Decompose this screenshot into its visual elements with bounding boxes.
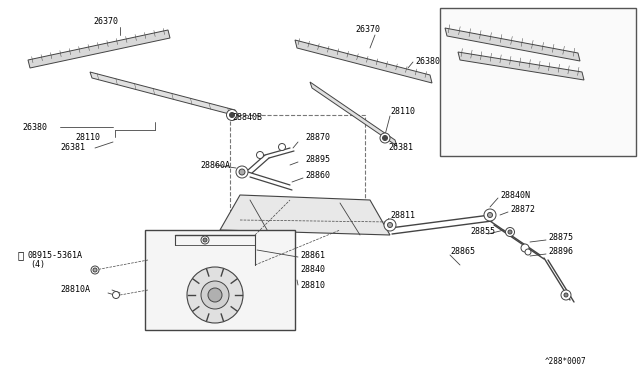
Text: Ⓜ: Ⓜ xyxy=(18,250,24,260)
Text: 28810A: 28810A xyxy=(60,285,90,295)
Text: 28840N: 28840N xyxy=(500,190,530,199)
Circle shape xyxy=(227,109,237,121)
Text: 28840B: 28840B xyxy=(232,113,262,122)
Text: 26370: 26370 xyxy=(93,17,118,26)
Circle shape xyxy=(521,244,529,252)
Circle shape xyxy=(564,293,568,297)
Polygon shape xyxy=(28,30,170,68)
Text: 26373P: 26373P xyxy=(459,103,489,112)
Circle shape xyxy=(380,133,390,143)
Text: (ASSIST): (ASSIST) xyxy=(459,112,499,122)
Circle shape xyxy=(383,135,387,141)
Text: 28860: 28860 xyxy=(305,170,330,180)
Text: 28855: 28855 xyxy=(470,228,495,237)
Text: 26373: 26373 xyxy=(505,138,530,147)
Text: 08915-5361A: 08915-5361A xyxy=(28,250,83,260)
Text: 28872: 28872 xyxy=(510,205,535,215)
Circle shape xyxy=(230,112,234,118)
Text: 28110: 28110 xyxy=(75,132,100,141)
Circle shape xyxy=(484,209,496,221)
Text: 26370: 26370 xyxy=(355,26,380,35)
Circle shape xyxy=(525,249,531,255)
Circle shape xyxy=(561,290,571,300)
Text: 28865: 28865 xyxy=(450,247,475,257)
Text: 28875: 28875 xyxy=(548,234,573,243)
Circle shape xyxy=(384,219,396,231)
Circle shape xyxy=(278,144,285,151)
Text: (4): (4) xyxy=(30,260,45,269)
Bar xyxy=(145,230,295,330)
Polygon shape xyxy=(310,82,397,146)
Text: 26381: 26381 xyxy=(388,144,413,153)
Circle shape xyxy=(257,151,264,158)
Circle shape xyxy=(93,268,97,272)
Text: 26381: 26381 xyxy=(60,144,85,153)
Polygon shape xyxy=(458,52,584,80)
Circle shape xyxy=(236,166,248,178)
Circle shape xyxy=(91,266,99,274)
Polygon shape xyxy=(445,28,580,61)
Text: 26380: 26380 xyxy=(22,122,47,131)
Text: 28110: 28110 xyxy=(390,108,415,116)
Polygon shape xyxy=(295,40,432,83)
Circle shape xyxy=(488,212,493,218)
Bar xyxy=(440,8,636,156)
Text: 28840: 28840 xyxy=(300,266,325,275)
Circle shape xyxy=(113,292,120,298)
Circle shape xyxy=(187,267,243,323)
Text: 28870: 28870 xyxy=(305,134,330,142)
Text: 28861: 28861 xyxy=(300,250,325,260)
Circle shape xyxy=(201,281,229,309)
Circle shape xyxy=(203,238,207,242)
Circle shape xyxy=(208,288,222,302)
Polygon shape xyxy=(90,72,237,116)
Circle shape xyxy=(506,228,515,237)
Text: 28811: 28811 xyxy=(390,211,415,219)
Circle shape xyxy=(239,169,245,175)
Circle shape xyxy=(201,236,209,244)
Bar xyxy=(230,115,365,210)
Text: (DRIVER): (DRIVER) xyxy=(534,112,574,122)
Text: 28860A: 28860A xyxy=(200,160,230,170)
Text: 26380: 26380 xyxy=(415,58,440,67)
Text: ^288*0007: ^288*0007 xyxy=(545,357,587,366)
Text: REFILS-WIPER BLADE: REFILS-WIPER BLADE xyxy=(455,16,552,25)
Text: 28810: 28810 xyxy=(300,280,325,289)
Text: 28895: 28895 xyxy=(305,155,330,164)
Circle shape xyxy=(508,230,512,234)
Polygon shape xyxy=(220,195,390,235)
Text: 26373M: 26373M xyxy=(534,103,564,112)
Circle shape xyxy=(387,222,392,228)
Text: 28896: 28896 xyxy=(548,247,573,257)
